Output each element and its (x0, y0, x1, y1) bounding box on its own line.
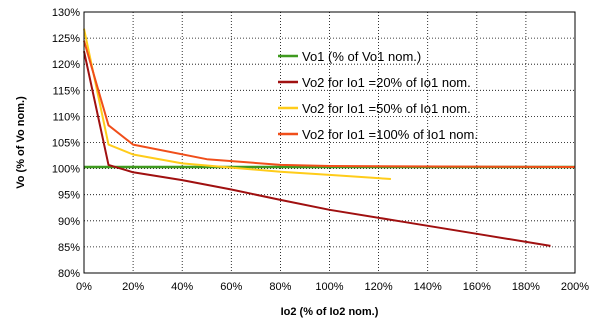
x-tick-label: 140% (414, 281, 442, 293)
x-tick-label: 40% (171, 281, 193, 293)
y-tick-label: 90% (58, 216, 80, 228)
y-tick-label: 100% (52, 164, 80, 176)
series-line-3 (83, 28, 391, 180)
legend-label: Vo2 for Io1 =100% of Io1 nom. (302, 127, 478, 142)
legend-label: Vo2 for Io1 =20% of Io1 nom. (302, 75, 471, 90)
legend-label: Vo2 for Io1 =50% of Io1 nom. (302, 101, 471, 116)
y-tick-label: 85% (58, 242, 80, 254)
x-tick-label: 80% (269, 281, 291, 293)
x-tick-label: 160% (463, 281, 491, 293)
x-axis-title: Io2 (% of Io2 nom.) (281, 306, 379, 318)
x-tick-label: 100% (315, 281, 343, 293)
x-tick-label: 0% (76, 281, 92, 293)
y-tick-label: 80% (58, 268, 80, 280)
x-tick-label: 120% (365, 281, 393, 293)
y-tick-label: 110% (53, 111, 81, 123)
x-tick-label: 20% (122, 281, 144, 293)
plot-area-frame (83, 11, 576, 274)
x-tick-label: 60% (220, 281, 242, 293)
tick-labels: 0% 20% 40% 60% 80% 100% 120% 140% 160% 180% 200% 80… (52, 7, 589, 293)
y-tick-label: 125% (52, 33, 80, 45)
y-tick-label: 130% (52, 7, 80, 19)
x-tick-label: 180% (512, 281, 540, 293)
y-tick-label: 95% (58, 190, 80, 202)
y-tick-label: 115% (53, 85, 81, 97)
series-line-4 (83, 40, 576, 168)
x-tick-label: 200% (561, 281, 589, 293)
series-line-2 (83, 50, 551, 247)
series-group (83, 28, 576, 247)
legend-label: Vo1 (% of Vo1 nom.) (302, 49, 421, 64)
y-tick-label: 105% (52, 138, 80, 150)
legend: Vo1 (% of Vo1 nom.) Vo2 for Io1 =20% of I… (278, 49, 478, 142)
grid (84, 12, 575, 273)
y-axis-title: Vo (% of Vo nom.) (15, 96, 27, 189)
y-tick-label: 120% (52, 59, 80, 71)
